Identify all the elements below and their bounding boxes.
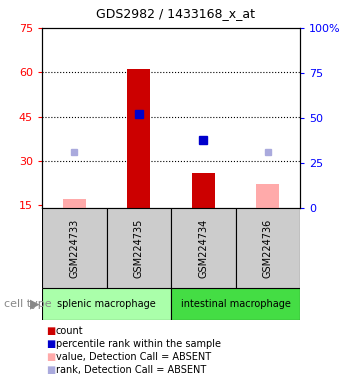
Text: ■: ■: [46, 365, 55, 375]
Bar: [171, 288, 300, 320]
Text: GSM224735: GSM224735: [134, 218, 144, 278]
Text: splenic macrophage: splenic macrophage: [57, 299, 156, 309]
Text: count: count: [56, 326, 84, 336]
Text: GSM224734: GSM224734: [198, 218, 208, 278]
Bar: [63, 199, 85, 208]
Text: ■: ■: [46, 326, 55, 336]
Text: percentile rank within the sample: percentile rank within the sample: [56, 339, 221, 349]
Text: ■: ■: [46, 352, 55, 362]
Bar: [127, 69, 150, 208]
Text: ■: ■: [46, 339, 55, 349]
Bar: [236, 208, 300, 288]
Text: GDS2982 / 1433168_x_at: GDS2982 / 1433168_x_at: [96, 8, 254, 20]
Bar: [106, 208, 171, 288]
Text: GSM224733: GSM224733: [69, 218, 79, 278]
Bar: [257, 184, 279, 208]
Bar: [42, 208, 106, 288]
Bar: [171, 208, 236, 288]
Bar: [42, 288, 171, 320]
Text: intestinal macrophage: intestinal macrophage: [181, 299, 290, 309]
Bar: [192, 172, 215, 208]
Text: cell type: cell type: [4, 299, 51, 309]
Text: value, Detection Call = ABSENT: value, Detection Call = ABSENT: [56, 352, 211, 362]
Text: rank, Detection Call = ABSENT: rank, Detection Call = ABSENT: [56, 365, 206, 375]
Text: GSM224736: GSM224736: [263, 218, 273, 278]
Text: ▶: ▶: [30, 298, 40, 311]
